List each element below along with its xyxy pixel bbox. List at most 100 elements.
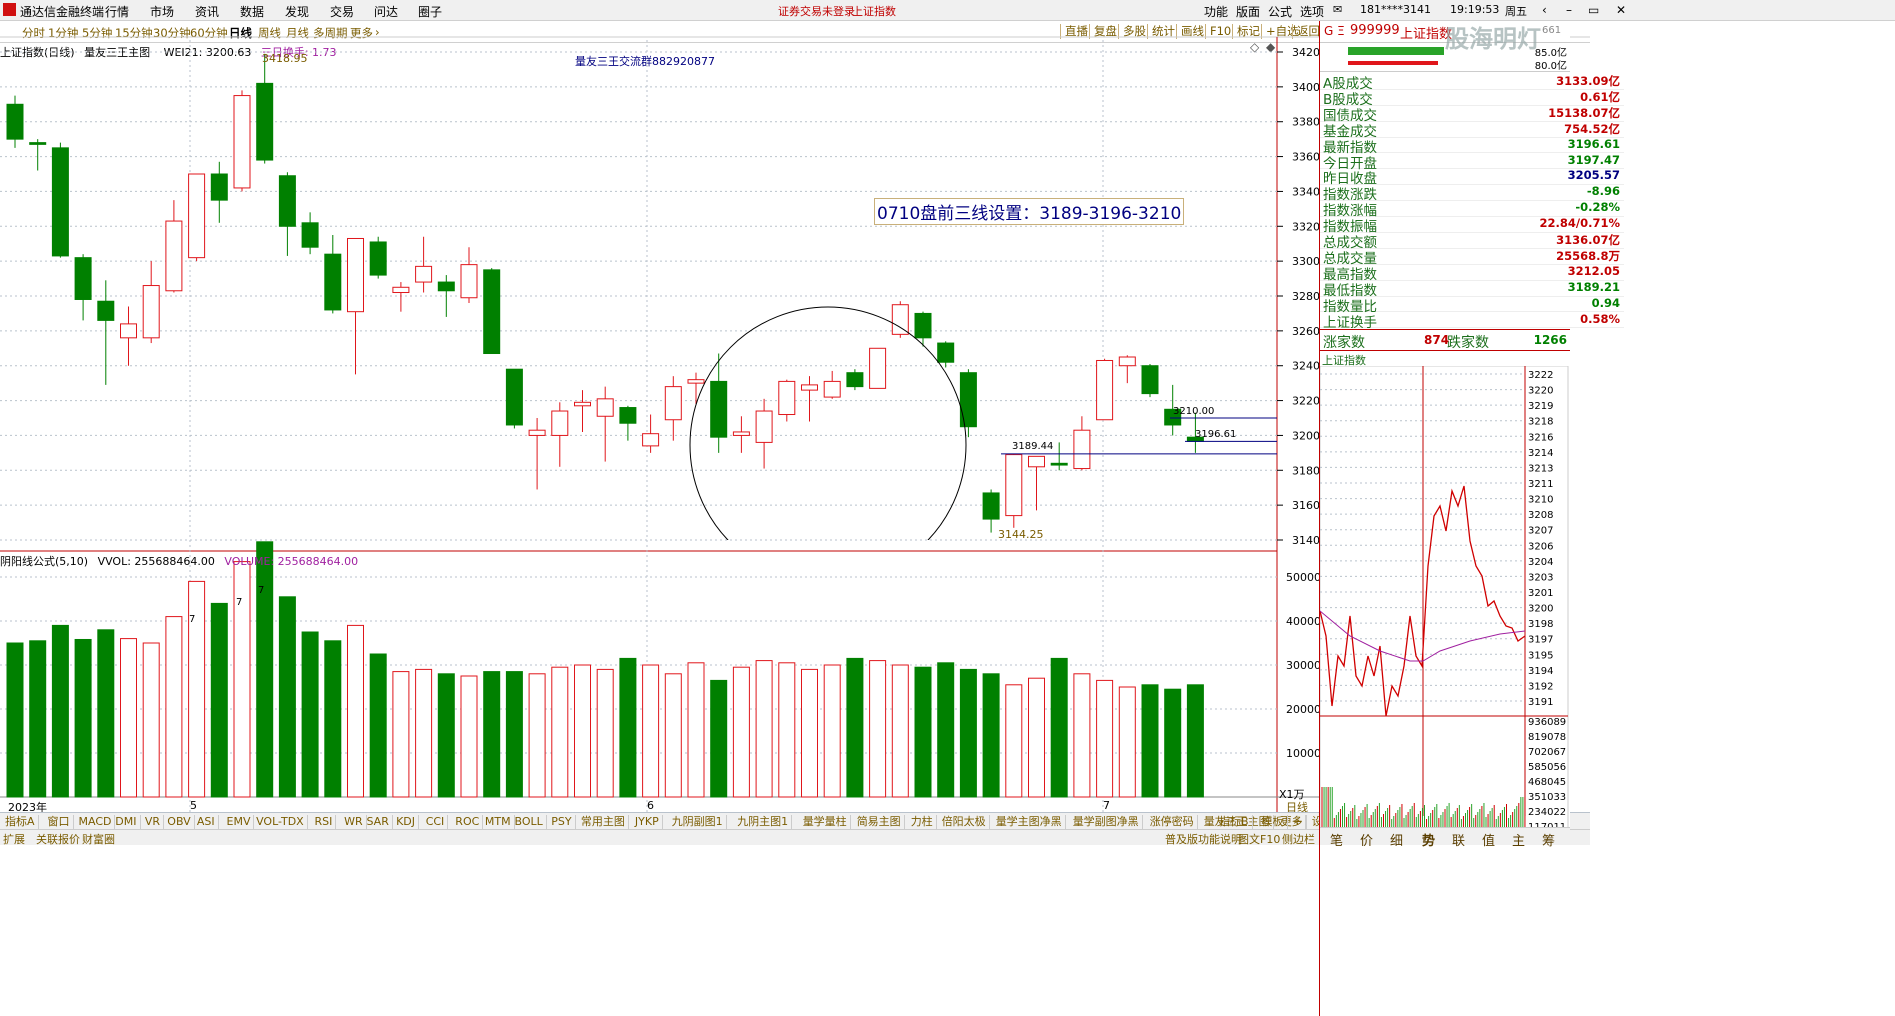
indicator-tab[interactable]: + xyxy=(1290,815,1306,829)
volume-bar xyxy=(97,629,115,798)
account-label[interactable]: 181****3141 xyxy=(1360,3,1431,16)
bar-value-2: 80.0亿 xyxy=(1534,61,1567,72)
mini-frame xyxy=(1320,366,1569,832)
indicator-tab[interactable]: OBV xyxy=(164,815,195,829)
indicator-tab[interactable]: 更多 xyxy=(1278,815,1307,829)
diamond-icon[interactable]: ◇ xyxy=(1250,40,1260,54)
indicator-tab[interactable]: RSI xyxy=(312,815,337,829)
toolbar-draw-button[interactable]: 画线 xyxy=(1176,24,1208,39)
stat-row: A股成交 3133.09亿 xyxy=(1320,73,1624,92)
volume-bar xyxy=(551,666,569,798)
indicator-tab[interactable]: WR xyxy=(341,815,367,829)
rtab-zhi[interactable]: 值 xyxy=(1482,834,1496,849)
status-related-quote[interactable]: 关联报价 xyxy=(36,833,80,846)
indicator-tab[interactable]: 九阴主图1 xyxy=(734,815,793,829)
status-wealth-circle[interactable]: 财富圈 xyxy=(82,833,115,846)
indicator-tab[interactable]: JYKP xyxy=(632,815,663,829)
index-name: 上证指数 xyxy=(1400,27,1453,42)
rtab-jia[interactable]: 价 xyxy=(1360,834,1374,849)
menu-item-gongneng[interactable]: 功能 xyxy=(1204,5,1229,19)
menu-item-hangqing[interactable]: 行情 xyxy=(105,5,130,19)
toolbar-back-button[interactable]: 返回 xyxy=(1292,24,1324,39)
status-help[interactable]: 普及版功能说明 xyxy=(1165,833,1242,846)
volume-bar xyxy=(801,668,818,798)
indicator-tab[interactable]: 量友三王主图 xyxy=(1201,815,1274,829)
volume-marker-7a: 7 xyxy=(189,614,196,625)
back-arrow-icon[interactable]: ‹ xyxy=(1542,3,1547,17)
candle-body xyxy=(483,269,501,355)
minimize-icon[interactable]: – xyxy=(1566,3,1572,17)
indicator-tab[interactable]: MACD xyxy=(76,815,116,829)
more-arrow-icon[interactable]: › xyxy=(375,25,380,39)
indicator-tab[interactable]: 指标A xyxy=(2,815,39,829)
login-status[interactable]: 证券交易未登录 xyxy=(778,5,855,18)
toolbar-mark-button[interactable]: 标记 xyxy=(1232,24,1264,39)
indicator-tab[interactable]: DMI xyxy=(112,815,141,829)
indicator-tab[interactable]: SAR xyxy=(364,815,393,829)
menu-item-faxian[interactable]: 发现 xyxy=(285,5,310,19)
toolbar-live-button[interactable]: 直播 xyxy=(1060,24,1092,39)
daily-period-button[interactable]: 日线 xyxy=(1286,801,1308,814)
mini-price-label: 3192 xyxy=(1528,681,1553,692)
indicator-tab[interactable]: ROC xyxy=(452,815,484,829)
indicator-tab[interactable]: 量学主图净黑 xyxy=(993,815,1066,829)
indicator-tab[interactable]: ASI xyxy=(194,815,219,829)
indicator-tab[interactable]: VOL-TDX xyxy=(253,815,308,829)
volume-bar xyxy=(278,596,296,798)
rtab-lian[interactable]: 联 xyxy=(1452,834,1466,849)
menu-item-shuju[interactable]: 数据 xyxy=(240,5,265,19)
indicator-tab[interactable]: VR xyxy=(142,815,165,829)
volume-bar xyxy=(710,679,728,798)
indicator-tab[interactable]: 量学副图净黑 xyxy=(1070,815,1143,829)
indicator-tab[interactable]: 力柱 xyxy=(908,815,937,829)
intraday-mini-chart[interactable]: 3222 3220 3219 3218 3216 3214 3213 3211 3210 3208… xyxy=(1320,366,1570,832)
menu-item-quanzi[interactable]: 圈子 xyxy=(418,5,443,19)
indicator-tab[interactable]: MTM xyxy=(482,815,515,829)
indicator-tab[interactable]: 常用主图 xyxy=(578,815,629,829)
candle-body xyxy=(937,342,955,363)
toolbar-replay-button[interactable]: 复盘 xyxy=(1089,24,1121,39)
status-expand[interactable]: 扩展 xyxy=(3,833,25,846)
indicator-tab[interactable]: CCI xyxy=(423,815,449,829)
status-sidebar[interactable]: 侧边栏 xyxy=(1282,833,1315,846)
indicator-tab[interactable]: 九阴副图1 xyxy=(669,815,727,829)
indicator-tab[interactable]: 指标B xyxy=(1216,815,1253,829)
indicator-tab[interactable]: 倍阳太极 xyxy=(939,815,990,829)
indicator-tab[interactable]: PSY xyxy=(548,815,576,829)
menu-item-zixun[interactable]: 资讯 xyxy=(195,5,220,19)
rtab-xi[interactable]: 细 xyxy=(1390,834,1404,849)
restore-icon[interactable]: ▭ xyxy=(1588,3,1600,17)
indicator-tab[interactable]: 模板 xyxy=(1259,815,1288,829)
status-f10[interactable]: 图文F10 xyxy=(1238,833,1281,846)
volume-formula-name[interactable]: 阴阳线公式(5,10) xyxy=(0,555,89,568)
toolbar-f10-button[interactable]: F10 xyxy=(1205,24,1235,39)
message-icon[interactable]: ✉ xyxy=(1333,3,1343,16)
toolbar-multistock-button[interactable]: 多股 xyxy=(1118,24,1150,39)
menu-item-shichang[interactable]: 市场 xyxy=(150,5,175,19)
index-code: 999999 xyxy=(1350,23,1400,38)
rtab-chou[interactable]: 筹 xyxy=(1542,834,1556,849)
rtab-bi[interactable]: 笔 xyxy=(1330,834,1344,849)
settings-small-icon[interactable]: ◆ xyxy=(1266,40,1276,54)
pre-market-annotation[interactable]: 0710盘前三线设置：3189-3196-3210 xyxy=(874,198,1185,225)
toolbar-stats-button[interactable]: 统计 xyxy=(1147,24,1179,39)
menu-item-wenda[interactable]: 问达 xyxy=(374,5,399,19)
indicator-tab[interactable]: 窗口 xyxy=(45,815,74,829)
stat-label: 总成交额 xyxy=(1323,235,1377,251)
indicator-tab[interactable]: BOLL xyxy=(512,815,547,829)
menu-item-banmian[interactable]: 版面 xyxy=(1236,5,1261,19)
indicator-tab[interactable]: 涨停密码 xyxy=(1147,815,1198,829)
toolbar-add-watchlist-button[interactable]: +自选 xyxy=(1261,24,1303,39)
indicator-tab[interactable]: EMV xyxy=(224,815,255,829)
rtab-zhu[interactable]: 主 xyxy=(1512,834,1526,849)
menu-item-jiaoyi[interactable]: 交易 xyxy=(330,5,355,19)
menu-item-xuanxiang[interactable]: 选项 xyxy=(1300,5,1325,19)
indicator-tab[interactable]: 简易主图 xyxy=(854,815,905,829)
indicator-tab[interactable]: KDJ xyxy=(393,815,420,829)
menu-item-gongshi[interactable]: 公式 xyxy=(1268,5,1293,19)
indicator-tab[interactable]: 量学量柱 xyxy=(800,815,851,829)
close-icon[interactable]: ✕ xyxy=(1616,3,1627,17)
kline-chart[interactable]: 3420 3400 3380 3360 3340 3320 3300 3280 3260 3240… xyxy=(0,0,1590,998)
rtab-shi[interactable]: 势 xyxy=(1422,834,1436,849)
chart-indicator-name[interactable]: 量友三王主图 xyxy=(84,46,151,59)
